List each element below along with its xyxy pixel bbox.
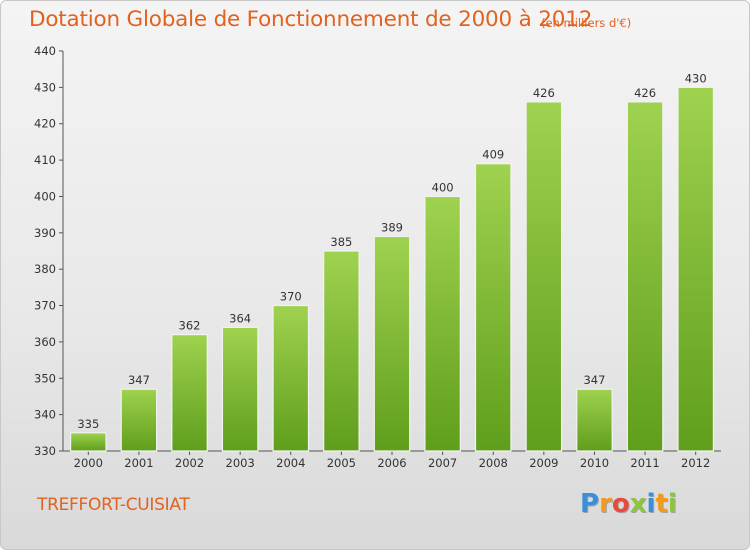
bar	[171, 334, 208, 452]
bar	[120, 388, 158, 452]
y-tick-label: 380	[34, 262, 56, 276]
logo-letter: t	[655, 489, 668, 519]
labels-group: 330 340 350 360 370 380 390 400 410 420 430 440 335 2…	[34, 44, 710, 470]
y-tick-label: 400	[34, 189, 56, 203]
x-tick-label: 2012	[681, 456, 710, 470]
x-tick-label: 2008	[479, 456, 508, 470]
bar	[626, 101, 664, 452]
bar-value-label: 430	[685, 71, 707, 85]
x-tick-label: 2003	[226, 456, 255, 470]
bar-value-label: 364	[229, 311, 251, 325]
logo-letter: o	[611, 489, 630, 519]
chart-title: Dotation Globale de Fonctionnement de 20…	[29, 7, 593, 32]
y-tick-label: 370	[34, 299, 56, 313]
bar	[323, 250, 360, 452]
chart-unit: (en milliers d'€)	[541, 16, 632, 30]
logo-letter: i	[667, 489, 677, 519]
x-tick-label: 2004	[276, 456, 305, 470]
bar-value-label: 335	[77, 417, 99, 431]
bar-value-label: 385	[330, 235, 352, 249]
y-tick-label: 430	[34, 80, 56, 94]
x-tick-label: 2000	[74, 456, 103, 470]
bar	[221, 326, 259, 452]
x-tick-label: 2010	[580, 456, 609, 470]
commune-name: TREFFORT-CUISIAT	[37, 495, 190, 515]
bar-value-label: 426	[634, 86, 656, 100]
bar	[373, 235, 411, 452]
bar-value-label: 347	[128, 373, 150, 387]
x-tick-label: 2006	[377, 456, 406, 470]
x-tick-label: 2011	[630, 456, 659, 470]
bar	[69, 432, 107, 452]
logo-letter: P	[580, 489, 600, 519]
bar	[424, 195, 461, 452]
y-tick-label: 350	[34, 371, 56, 385]
y-tick-label: 340	[34, 408, 56, 422]
bar	[576, 388, 613, 452]
logo-letter: r	[599, 489, 612, 519]
bar	[525, 101, 563, 452]
bar-value-label: 370	[280, 290, 302, 304]
x-tick-label: 2009	[529, 456, 558, 470]
bar	[474, 163, 512, 452]
bar-value-label: 409	[482, 148, 504, 162]
bar-value-label: 362	[179, 319, 201, 333]
bar-value-label: 400	[432, 180, 454, 194]
logo-letter: x	[629, 489, 647, 519]
y-tick-label: 420	[34, 117, 56, 131]
bar-value-label: 347	[583, 373, 605, 387]
bar	[272, 304, 310, 452]
x-tick-label: 2002	[175, 456, 204, 470]
bar-value-label: 389	[381, 220, 403, 234]
x-tick-label: 2007	[428, 456, 457, 470]
y-tick-label: 360	[34, 335, 56, 349]
y-tick-label: 440	[34, 44, 56, 58]
logo-letter: i	[646, 489, 656, 519]
x-tick-label: 2001	[124, 456, 153, 470]
bars-group	[69, 86, 715, 452]
bar	[677, 86, 715, 452]
x-tick-label: 2005	[327, 456, 356, 470]
bar-value-label: 426	[533, 86, 555, 100]
proxiti-logo: Proxiti	[580, 489, 677, 519]
y-tick-label: 410	[34, 153, 56, 167]
y-tick-label: 390	[34, 226, 56, 240]
y-tick-label: 330	[34, 444, 56, 458]
